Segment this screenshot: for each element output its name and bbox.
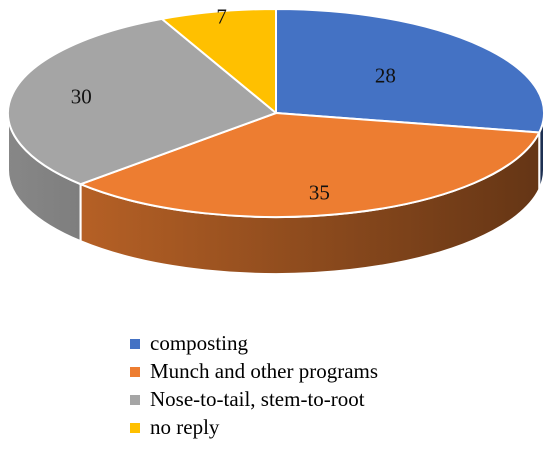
pie-top [7,8,545,218]
legend-item-munch: Munch and other programs [130,357,378,385]
legend-swatch-nose-to-tail [130,395,140,405]
pie-slice-no-reply [160,8,277,114]
legend-swatch-composting [130,339,140,349]
legend-label-composting: composting [150,331,248,355]
legend-item-no-reply: no reply [130,413,378,441]
legend-swatch-no-reply [130,423,140,433]
legend-item-nose-to-tail: Nose-to-tail, stem-to-root [130,385,378,413]
legend: composting Munch and other programs Nose… [130,329,378,441]
pie-slice-composting [275,8,545,134]
data-label-composting: 28 [375,64,396,88]
data-label-no-reply: 7 [216,4,227,28]
pie-slice-nose-to-tail [7,17,277,186]
data-label-munch: 35 [309,181,330,205]
pie-data-labels: 28 35 30 7 [71,4,396,204]
legend-label-no-reply: no reply [150,415,220,439]
pie-slice-munch [79,112,541,218]
legend-label-munch: Munch and other programs [150,359,379,383]
legend-swatch-munch [130,367,140,377]
data-label-nose-to-tail: 30 [71,84,92,108]
legend-label-nose-to-tail: Nose-to-tail, stem-to-root [150,387,365,411]
legend-item-composting: composting [130,329,378,357]
